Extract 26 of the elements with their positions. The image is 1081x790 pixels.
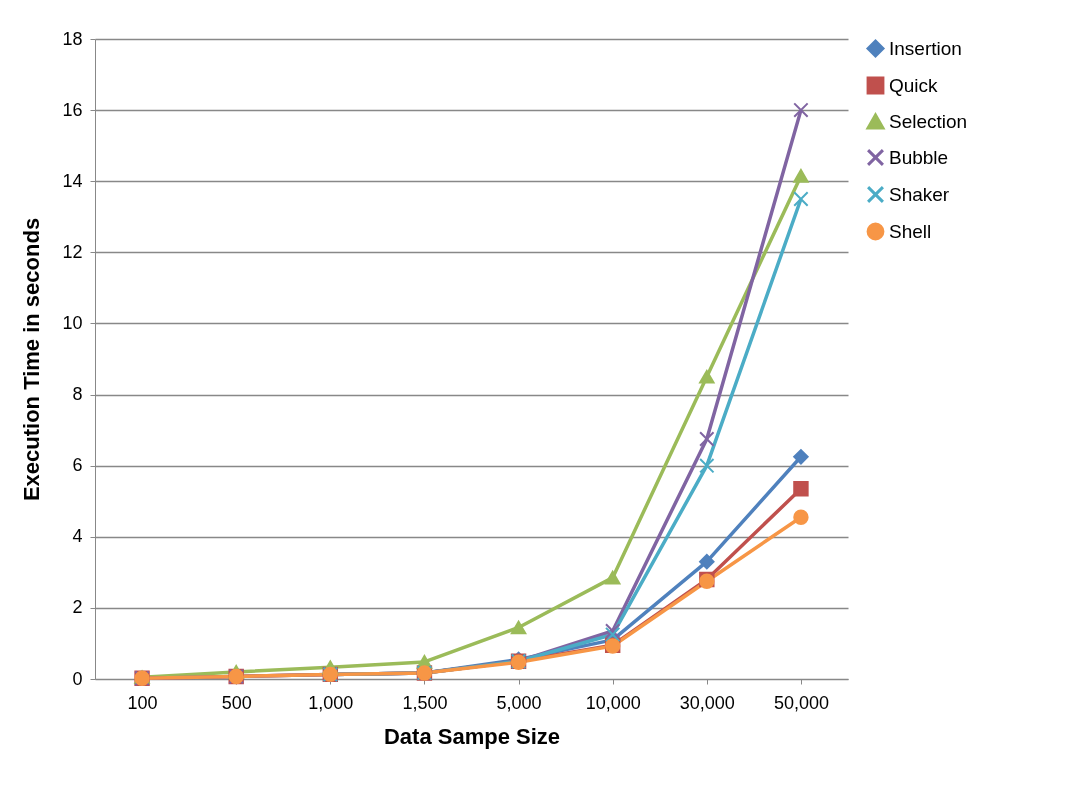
x-axis-title: Data Sampe Size <box>383 723 561 749</box>
y-tick-label: 18 <box>62 28 83 49</box>
y-tick-label: 4 <box>72 526 83 547</box>
x-tick-label: 1,500 <box>402 692 448 713</box>
y-tick-label: 14 <box>62 170 83 191</box>
legend-label: Selection <box>889 110 968 132</box>
y-tick-label: 12 <box>62 241 83 262</box>
y-axis-title: Execution Time in seconds <box>19 217 45 502</box>
y-tick-label: 16 <box>62 99 83 120</box>
x-tick-label: 5,000 <box>496 692 542 713</box>
x-tick-label: 500 <box>221 692 252 713</box>
y-tick-label: 0 <box>72 668 83 689</box>
legend-label: Shell <box>889 220 932 242</box>
y-tick-label: 6 <box>72 455 83 476</box>
x-tick-label: 30,000 <box>679 692 735 713</box>
y-tick-label: 2 <box>72 597 83 618</box>
x-tick-label: 1,000 <box>308 692 354 713</box>
x-tick-label: 100 <box>127 692 158 713</box>
legend-label: Bubble <box>889 146 949 168</box>
x-tick-label: 50,000 <box>773 692 829 713</box>
legend-label: Shaker <box>889 183 950 205</box>
legend-label: Insertion <box>889 37 962 59</box>
x-tick-label: 10,000 <box>585 692 641 713</box>
y-tick-label: 8 <box>72 384 83 405</box>
y-tick-label: 10 <box>62 312 83 333</box>
legend-label: Quick <box>889 74 939 96</box>
